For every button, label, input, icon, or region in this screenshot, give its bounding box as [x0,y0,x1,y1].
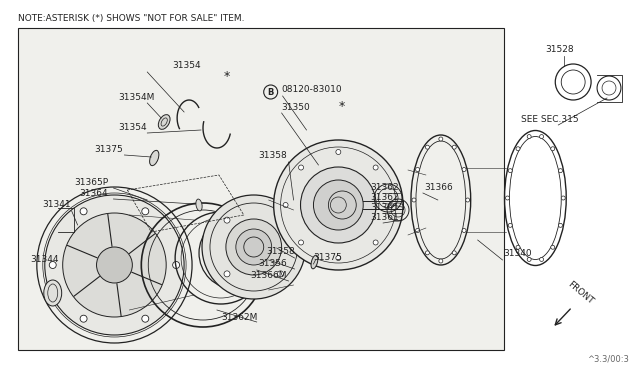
Text: 31344: 31344 [30,255,58,264]
Text: 31528: 31528 [545,45,574,54]
Circle shape [236,229,271,265]
Circle shape [551,147,555,151]
Circle shape [80,208,87,215]
Circle shape [336,256,341,260]
Text: ^3.3/00:3: ^3.3/00:3 [587,355,629,364]
Circle shape [426,251,429,255]
Circle shape [142,315,148,322]
Text: 31350: 31350 [282,103,310,112]
Circle shape [439,259,443,263]
Text: 31366M: 31366M [251,271,287,280]
Circle shape [336,150,341,154]
Text: 31365P: 31365P [75,178,109,187]
Text: 31366: 31366 [424,183,452,192]
Circle shape [462,228,466,232]
Circle shape [527,135,531,139]
Circle shape [49,262,56,269]
Text: 31362: 31362 [370,183,399,192]
Text: 31361: 31361 [370,203,399,212]
Text: 31356: 31356 [259,259,287,268]
Ellipse shape [196,199,202,211]
Circle shape [516,147,520,151]
Circle shape [224,271,230,277]
Text: B: B [268,88,274,97]
Text: 31354M: 31354M [118,93,155,102]
Text: 31362M: 31362M [221,313,257,322]
Circle shape [559,223,563,227]
Text: 31361: 31361 [370,213,399,222]
Text: 31341: 31341 [42,200,70,209]
Text: NOTE:ASTERISK (*) SHOWS "NOT FOR SALE" ITEM.: NOTE:ASTERISK (*) SHOWS "NOT FOR SALE" I… [18,14,244,23]
Circle shape [415,167,420,171]
Text: 31354: 31354 [118,123,147,132]
Circle shape [298,240,303,245]
Circle shape [173,262,180,269]
Bar [18,28,504,350]
Circle shape [516,245,520,249]
Text: 31375: 31375 [314,253,342,262]
Circle shape [301,167,376,243]
Circle shape [278,271,284,277]
Circle shape [508,169,512,173]
Circle shape [283,202,288,208]
Circle shape [97,247,132,283]
Text: FRONT: FRONT [566,279,595,306]
Circle shape [540,135,543,139]
Circle shape [224,217,230,223]
Circle shape [314,180,364,230]
Ellipse shape [158,115,170,129]
Circle shape [452,145,456,149]
Circle shape [142,208,148,215]
Circle shape [278,217,284,223]
Circle shape [551,245,555,249]
Ellipse shape [44,280,61,306]
Text: 31362: 31362 [370,193,399,202]
Text: 31354: 31354 [172,61,201,70]
Text: 31358: 31358 [259,151,287,160]
Text: 08120-83010: 08120-83010 [282,85,342,94]
Circle shape [527,257,531,262]
Circle shape [226,219,282,275]
Text: *: * [224,70,230,83]
Circle shape [80,315,87,322]
Circle shape [462,167,466,171]
Circle shape [466,198,470,202]
Text: 31340: 31340 [504,249,532,258]
Circle shape [508,223,512,227]
Circle shape [412,198,416,202]
Ellipse shape [311,255,318,269]
Circle shape [388,202,394,208]
Text: 31358: 31358 [267,247,296,256]
Ellipse shape [150,150,159,166]
Circle shape [45,195,184,335]
Circle shape [63,213,166,317]
Circle shape [274,140,403,270]
Circle shape [559,169,563,173]
Circle shape [373,165,378,170]
Text: SEE SEC.315: SEE SEC.315 [522,115,579,124]
Circle shape [426,145,429,149]
Text: 31375: 31375 [95,145,124,154]
Circle shape [298,165,303,170]
Text: 31364: 31364 [79,189,108,198]
Circle shape [561,196,565,200]
Circle shape [202,195,305,299]
Circle shape [540,257,543,262]
Text: *: * [339,100,344,113]
Circle shape [506,196,509,200]
Circle shape [452,251,456,255]
Circle shape [439,137,443,141]
Circle shape [373,240,378,245]
Circle shape [415,228,420,232]
